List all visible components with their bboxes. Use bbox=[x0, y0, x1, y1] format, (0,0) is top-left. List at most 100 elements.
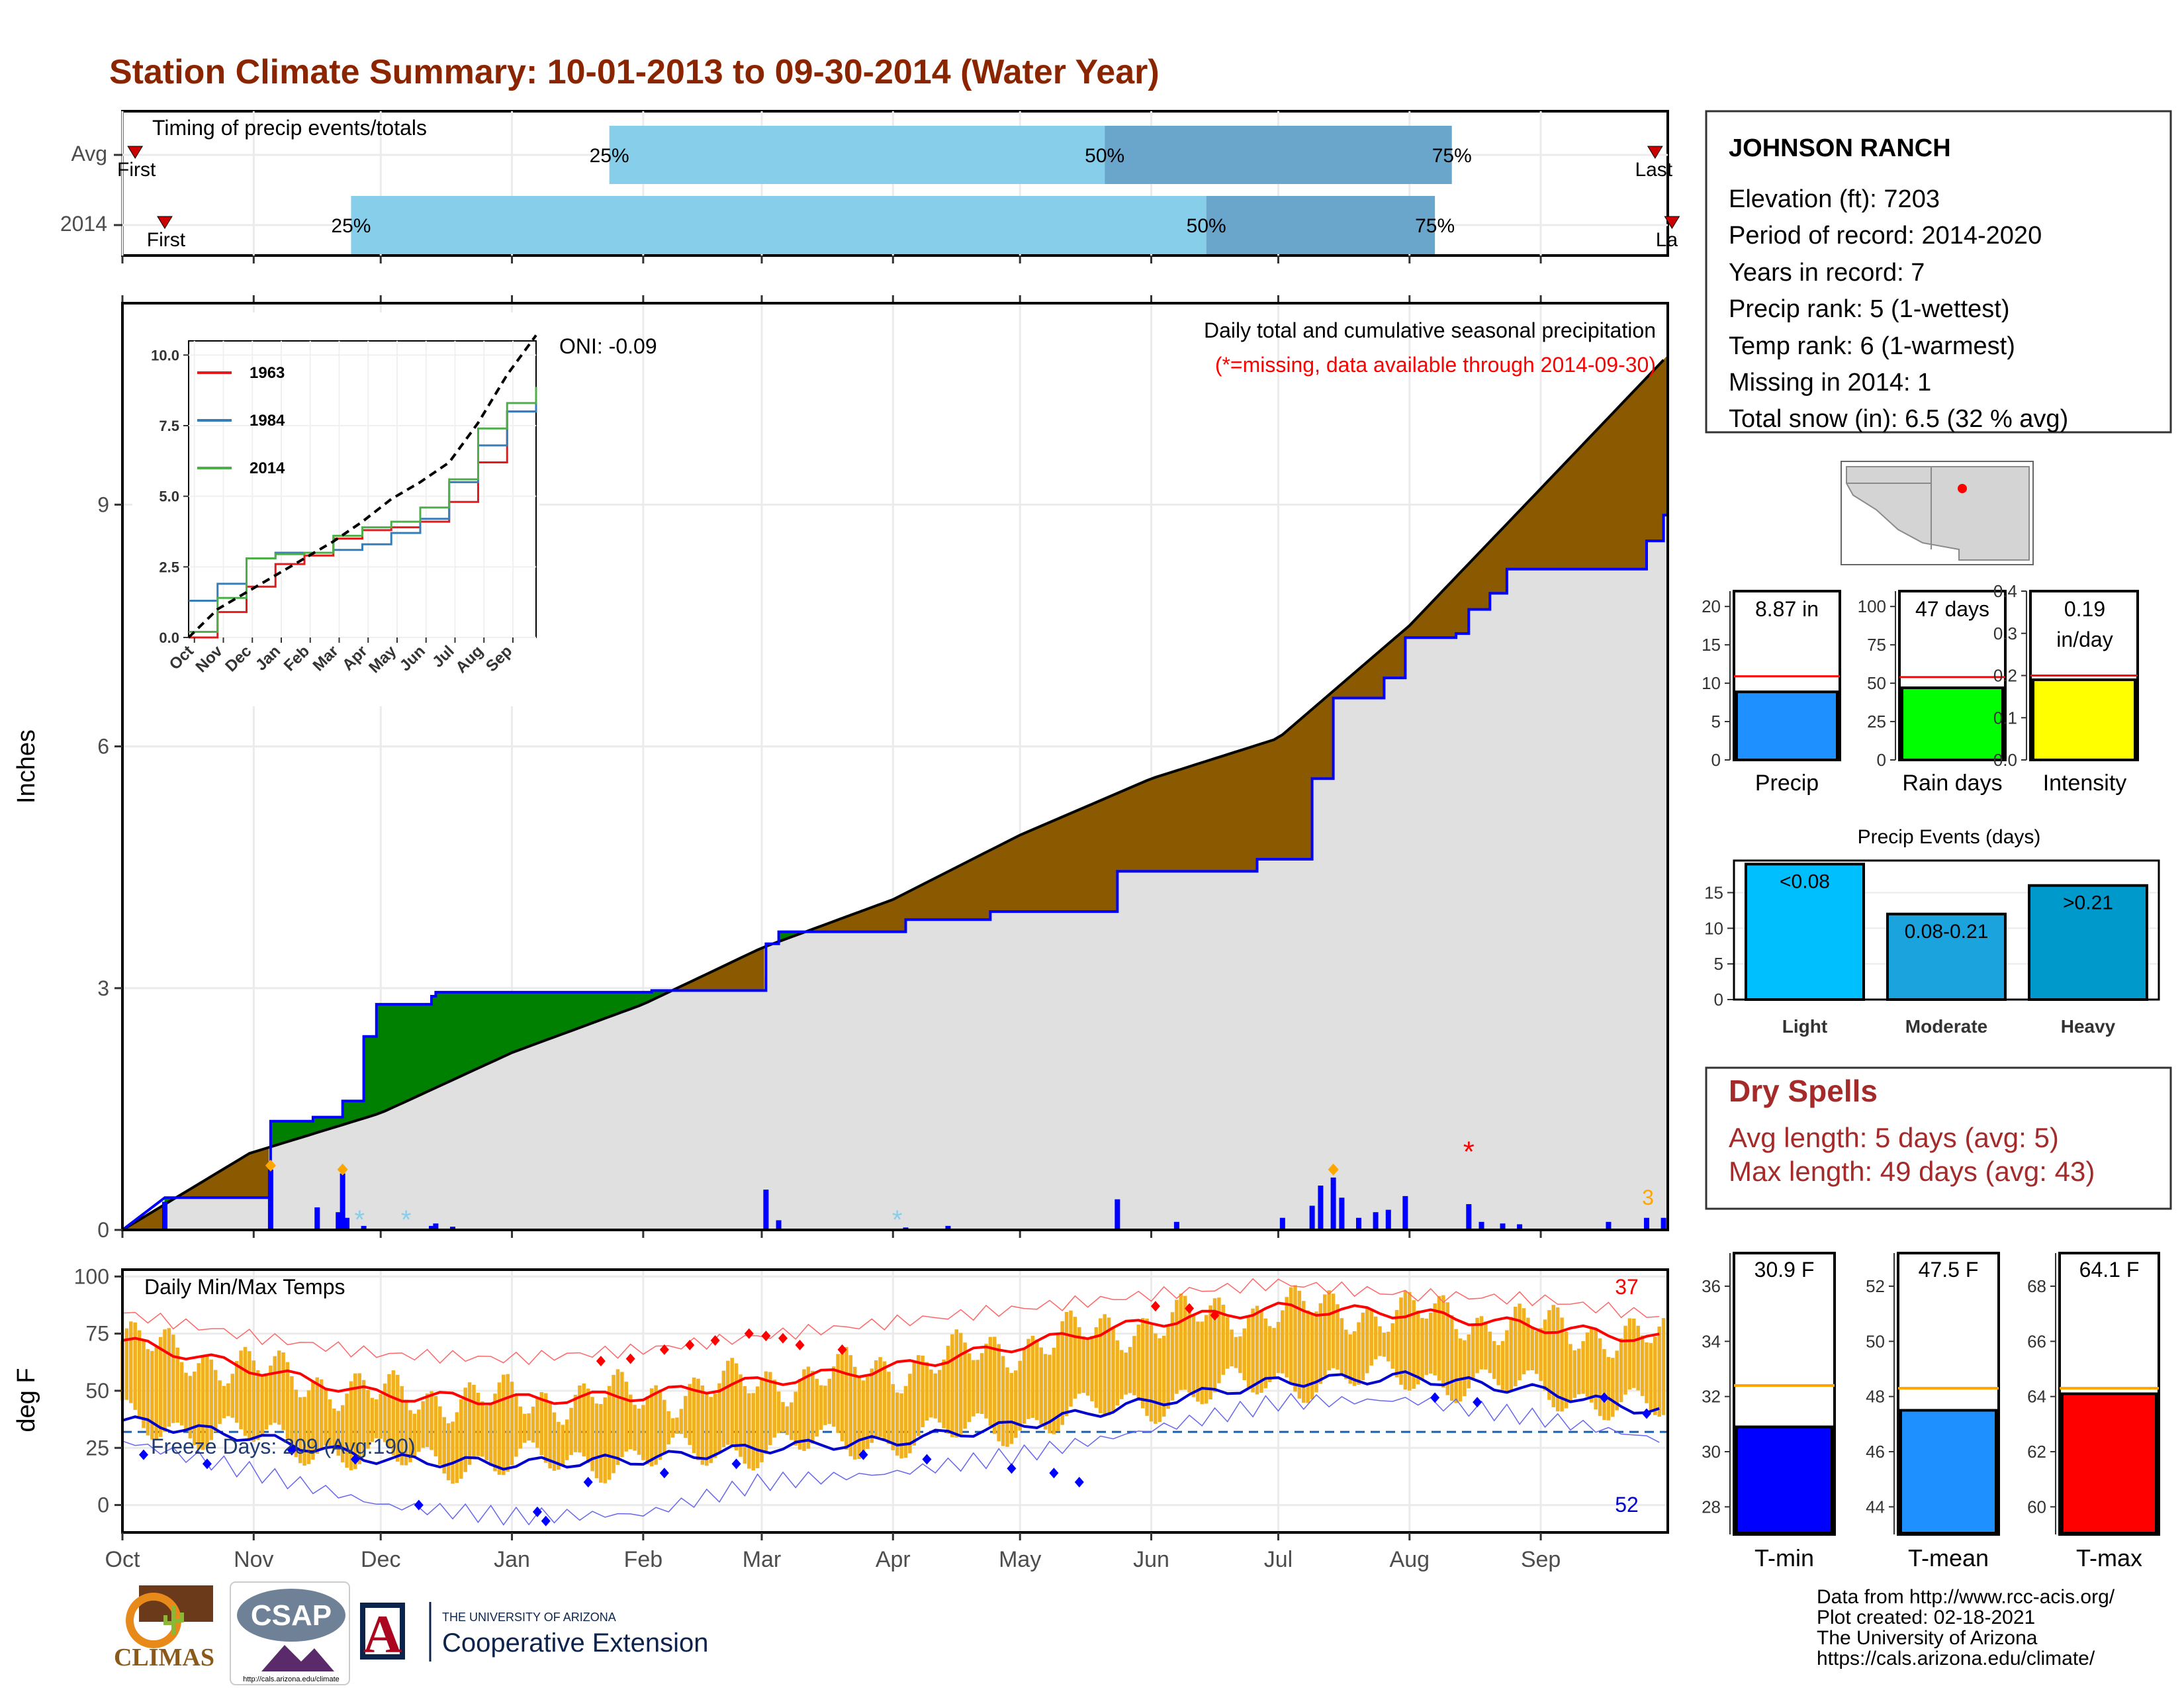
small-chart-value-label: 47 days bbox=[1915, 597, 1989, 621]
record-low-marker bbox=[1600, 1392, 1610, 1403]
csap-logo-mountains bbox=[261, 1645, 334, 1671]
record-low-marker bbox=[287, 1444, 296, 1456]
temp-small-value-label: 64.1 F bbox=[2079, 1258, 2140, 1282]
events-y-tick-label: 0 bbox=[1714, 990, 1723, 1009]
timing-panel-label: Timing of precip events/totals bbox=[152, 116, 427, 140]
temp-chart-title: Daily Min/Max Temps bbox=[144, 1275, 345, 1299]
record-low-marker bbox=[583, 1477, 593, 1488]
record-low-marker bbox=[414, 1499, 424, 1511]
small-chart-y-tick-label: 20 bbox=[1702, 596, 1721, 616]
snow-marker: * bbox=[401, 1205, 412, 1235]
events-y-tick-label: 5 bbox=[1714, 954, 1723, 974]
temp-x-tick-label: Feb bbox=[624, 1547, 663, 1572]
precip-chart-title: Daily total and cumulative seasonal prec… bbox=[1204, 318, 1656, 342]
events-y-tick-label: 15 bbox=[1704, 882, 1723, 902]
small-chart-y-tick-label: 50 bbox=[1867, 673, 1886, 693]
record-low-marker bbox=[1473, 1397, 1482, 1408]
record-low-marker bbox=[138, 1449, 148, 1460]
small-chart-bar bbox=[1901, 686, 2004, 761]
events-bar-label: >0.21 bbox=[2063, 892, 2113, 914]
daily-precip-max-marker bbox=[337, 1163, 348, 1176]
precip-events-chart: Precip Events (days) 0 5 10 15 <0.08 Light 0.0… bbox=[1704, 826, 2160, 1037]
timing-bar-25-50 bbox=[609, 126, 1105, 184]
record-high-marker bbox=[625, 1353, 635, 1364]
dry-spells-avg: Avg length: 5 days (avg: 5) bbox=[1729, 1122, 2059, 1153]
small-chart-y-tick-label: 0.3 bbox=[1993, 624, 2017, 643]
timing-first-label: First bbox=[147, 229, 186, 251]
credit-data-source: Data from http://www.rcc-acis.org/ bbox=[1817, 1586, 2115, 1608]
timing-bars: First Last 25% 50% 75% First La 25% 50% 75% bbox=[117, 126, 1680, 254]
inset-average-line bbox=[187, 334, 537, 639]
record-low-marker bbox=[532, 1506, 542, 1517]
inset-series-line bbox=[189, 387, 537, 633]
timing-last-label: Last bbox=[1635, 159, 1672, 181]
temp-panel: Oct Nov Dec Jan Feb Mar Apr May Jun Jul Aug Sep 0 25 5… bbox=[13, 1264, 1669, 1572]
snow-marker: * bbox=[892, 1205, 903, 1235]
temp-small-y-tick-label: 62 bbox=[2027, 1442, 2046, 1462]
temp-small-y-tick-label: 28 bbox=[1702, 1497, 1721, 1517]
inset-y-tick-label: 10.0 bbox=[151, 347, 179, 363]
inset-legend-label: 1963 bbox=[250, 364, 285, 382]
temp-small-bar bbox=[1735, 1425, 1833, 1534]
events-bar-label: 0.08-0.21 bbox=[1905, 921, 1989, 943]
daily-precip-bar bbox=[433, 1223, 439, 1230]
small-chart-y-tick-label: 0.1 bbox=[1993, 708, 2017, 727]
precip-y-axis-label: Inches bbox=[13, 729, 40, 804]
record-low-marker bbox=[541, 1515, 551, 1526]
climas-logo: CLIMAS bbox=[114, 1585, 214, 1671]
precip-below-fill bbox=[122, 515, 1668, 1231]
station-location-dot bbox=[1958, 484, 1967, 493]
missing-data-marker: * bbox=[1463, 1135, 1475, 1168]
daily-precip-bar bbox=[1318, 1186, 1324, 1230]
timing-p25-label: 25% bbox=[590, 145, 629, 167]
temp-y-tick-label: 50 bbox=[85, 1379, 109, 1403]
csap-logo-cloud bbox=[237, 1589, 345, 1642]
daily-precip-bar bbox=[1330, 1177, 1336, 1230]
temp-x-tick-label: Nov bbox=[234, 1547, 273, 1572]
daily-precip-bar bbox=[1479, 1221, 1484, 1230]
temp-lines bbox=[122, 1278, 1660, 1526]
inset-y-tick-label: 7.5 bbox=[159, 418, 179, 434]
record-high-marker bbox=[795, 1339, 805, 1350]
ua-logo-big-text: Cooperative Extension bbox=[442, 1628, 708, 1658]
station-info-box: JOHNSON RANCH Elevation (ft): 7203 Perio… bbox=[1705, 110, 2172, 434]
record-low-marker bbox=[202, 1458, 212, 1470]
precip-chart-subtitle: (*=missing, data available through 2014-… bbox=[1215, 353, 1656, 377]
temp-x-tick-label: Apr bbox=[876, 1547, 911, 1572]
precip-panel: * * * * 0 3 6 9 Inches Daily total and cumulat… bbox=[13, 295, 1669, 1242]
precip-average-line bbox=[121, 359, 1665, 1231]
daily-precip-bar bbox=[945, 1225, 951, 1230]
record-low-marker bbox=[1049, 1468, 1059, 1479]
record-low-marker bbox=[858, 1449, 868, 1460]
daily-precip-bar bbox=[1173, 1221, 1179, 1230]
small-chart-y-tick-label: 0.2 bbox=[1993, 666, 2017, 686]
average-max-line bbox=[122, 1301, 1660, 1405]
precip-y-tick-label: 3 bbox=[97, 976, 109, 1000]
daily-precip-bar bbox=[340, 1173, 345, 1230]
inset-lines bbox=[187, 334, 537, 639]
temp-x-tick-label: Mar bbox=[743, 1547, 782, 1572]
daily-precip-bar bbox=[449, 1227, 455, 1230]
daily-precip-bar bbox=[776, 1220, 782, 1230]
daily-precip-bar bbox=[1309, 1205, 1315, 1230]
station-elevation: Elevation (ft): 7203 bbox=[1729, 185, 1940, 213]
daily-precip-bar bbox=[1279, 1217, 1285, 1230]
small-chart-category-label: Intensity bbox=[2043, 771, 2127, 796]
daily-precip-bar bbox=[1517, 1224, 1523, 1230]
precip-markers: * * * * bbox=[265, 1135, 1475, 1235]
ua-logo-block bbox=[360, 1603, 405, 1660]
small-chart-value-label: 0.19 bbox=[2064, 597, 2105, 621]
timing-first-marker bbox=[127, 146, 144, 159]
temp-small-y-tick-label: 60 bbox=[2027, 1497, 2046, 1517]
dry-spells-max: Max length: 49 days (avg: 43) bbox=[1729, 1156, 2095, 1187]
page-title: Station Climate Summary: 10-01-2013 to 0… bbox=[109, 53, 1160, 91]
cold-days-count: 52 bbox=[1615, 1493, 1639, 1517]
small-chart-y-tick-label: 10 bbox=[1702, 673, 1721, 693]
timing-panel: First Last 25% 50% 75% First La 25% 50% 75% Timin… bbox=[60, 110, 1680, 263]
timing-row-label-2014: 2014 bbox=[60, 212, 107, 236]
temp-axes: Oct Nov Dec Jan Feb Mar Apr May Jun Jul Aug Sep 0 25 5… bbox=[74, 1264, 1561, 1572]
temp-x-tick-label: Aug bbox=[1390, 1547, 1430, 1572]
daily-precip-bar bbox=[1115, 1199, 1120, 1230]
temp-small-y-tick-label: 36 bbox=[1702, 1276, 1721, 1296]
temp-small-value-label: 30.9 F bbox=[1754, 1258, 1815, 1282]
